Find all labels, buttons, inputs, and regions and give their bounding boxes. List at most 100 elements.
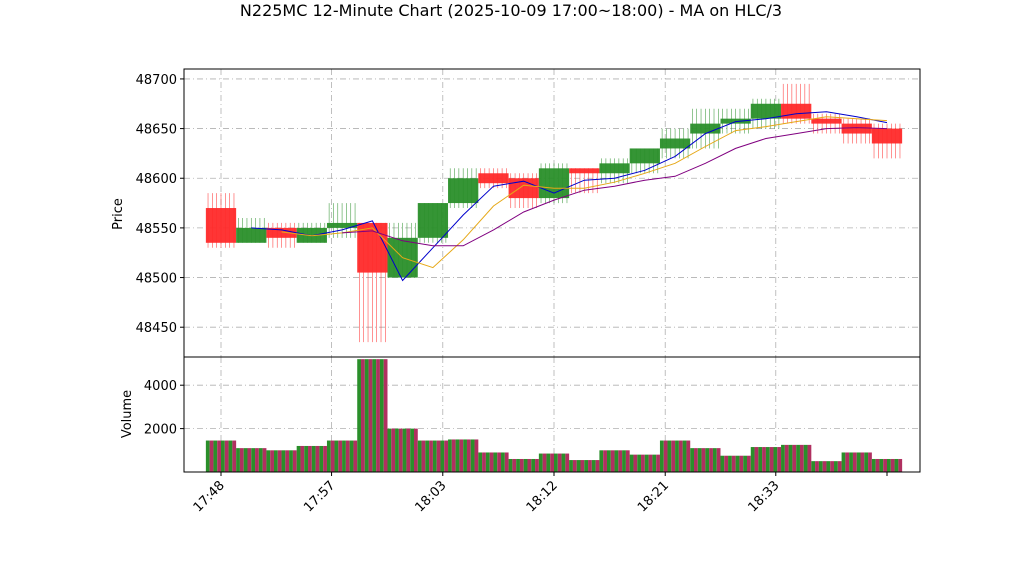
volume-stripe: [345, 440, 350, 472]
volume-stripe: [652, 454, 657, 472]
volume-stripe: [659, 440, 664, 472]
ma-line-2: [281, 116, 888, 269]
volume-stripe: [289, 450, 293, 472]
volume-bar: [781, 444, 812, 472]
volume-stripe: [444, 440, 449, 472]
candle: [781, 83, 812, 124]
volume-stripe: [557, 453, 562, 472]
candle-body: [508, 178, 539, 199]
volume-stripe: [463, 439, 467, 472]
volume-stripe: [773, 447, 778, 472]
volume-stripe: [576, 460, 581, 472]
x-tick-label: 18:12: [524, 478, 561, 515]
volume-stripe: [364, 359, 369, 472]
volume-stripe: [217, 440, 221, 472]
volume-stripe: [448, 439, 452, 472]
volume-stripe: [830, 461, 835, 472]
volume-stripe: [569, 460, 573, 472]
volume-stripe: [209, 440, 214, 472]
candle-body: [205, 208, 237, 243]
volume-stripe: [478, 452, 483, 472]
volume-stripe: [368, 359, 373, 472]
volume-stripe: [417, 440, 422, 472]
volume-stripe: [292, 450, 297, 472]
volume-stripe: [391, 428, 396, 472]
volume-stripe: [765, 447, 770, 472]
volume-stripe: [837, 461, 842, 472]
volume-panel: 2000 4000: [144, 356, 921, 473]
volume-stripe: [395, 428, 399, 472]
volume-bar: [417, 440, 449, 472]
price-axis-label: Price: [111, 198, 126, 230]
volume-stripe: [871, 458, 876, 472]
volume-stripe: [803, 444, 808, 472]
volume-stripe: [614, 450, 619, 472]
volume-stripe: [266, 450, 271, 472]
volume-stripe: [247, 448, 252, 472]
volume-bar: [629, 454, 660, 472]
volume-stripe: [224, 440, 229, 472]
candle: [508, 173, 539, 209]
volume-stripe: [633, 454, 638, 472]
volume-stripe: [429, 440, 433, 472]
price-tick-label: 48450: [136, 321, 177, 336]
volume-stripe: [228, 440, 233, 472]
volume-stripe: [239, 448, 244, 472]
volume-stripe: [618, 450, 623, 472]
candle: [236, 217, 267, 243]
volume-stripe: [361, 359, 365, 472]
volume-tick-label: 2000: [144, 423, 177, 438]
candle-body: [478, 173, 509, 184]
volume-stripe: [493, 452, 498, 472]
volume-stripe: [815, 461, 819, 472]
candle-body: [811, 118, 842, 124]
volume-stripe: [497, 452, 502, 472]
candle: [629, 148, 660, 174]
candle: [296, 222, 327, 243]
volume-stripe: [323, 445, 327, 472]
volume-stripe: [625, 450, 630, 472]
volume-stripe: [762, 447, 766, 472]
x-tick-label: 18:21: [635, 478, 672, 515]
volume-stripe: [879, 458, 884, 472]
volume-stripe: [330, 440, 335, 472]
candle: [569, 168, 600, 194]
volume-stripe: [667, 440, 672, 472]
volume-stripe: [663, 440, 668, 472]
volume-bar: [448, 439, 479, 472]
volume-stripe: [512, 458, 517, 472]
volume-stripe: [501, 452, 505, 472]
volume-stripe: [875, 458, 880, 472]
volume-stripe: [300, 445, 305, 472]
volume-stripe: [686, 440, 691, 472]
x-tick-label: 18:03: [413, 478, 450, 515]
volume-stripe: [255, 448, 259, 472]
volume-bar: [357, 359, 388, 472]
candle-body: [841, 123, 872, 134]
volume-stripe: [720, 455, 725, 472]
volume-stripe: [383, 359, 388, 472]
volume-bar: [690, 448, 721, 472]
volume-stripe: [221, 440, 225, 472]
volume-stripe: [712, 448, 717, 472]
volume-stripe: [716, 448, 721, 472]
volume-stripe: [834, 461, 838, 472]
volume-stripe: [387, 428, 392, 472]
volume-stripe: [285, 450, 290, 472]
volume-stripe: [432, 440, 437, 472]
volume-stripe: [315, 445, 320, 472]
volume-stripe: [671, 440, 676, 472]
volume-stripe: [489, 452, 494, 472]
volume-stripe: [898, 458, 903, 472]
volume-stripe: [697, 448, 702, 472]
price-tick-label: 48650: [136, 123, 177, 138]
volume-stripe: [890, 458, 895, 472]
volume-stripe: [550, 453, 554, 472]
volume-stripe: [466, 439, 471, 472]
volume-stripe: [705, 448, 710, 472]
candle: [841, 118, 872, 144]
candle-body: [236, 227, 267, 243]
volume-bar: [266, 450, 297, 472]
volume-stripe: [304, 445, 309, 472]
candle: [750, 98, 782, 129]
